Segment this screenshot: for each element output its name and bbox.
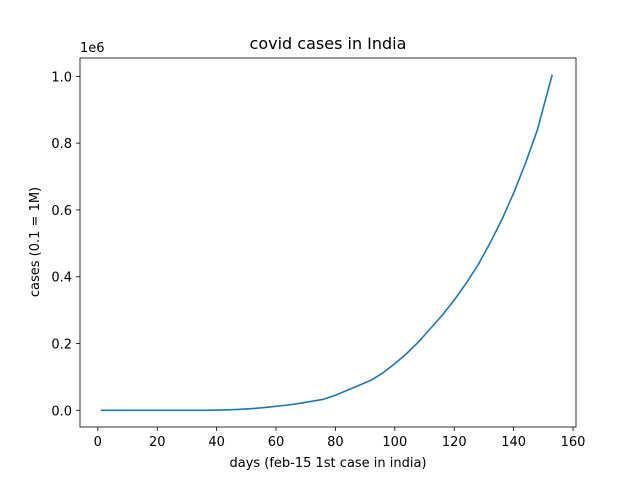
x-tick-label: 160 bbox=[561, 435, 586, 450]
x-tick-label: 20 bbox=[149, 435, 166, 450]
x-tick-label: 100 bbox=[382, 435, 407, 450]
y-axis-label: cases (0.1 = 1M) bbox=[28, 187, 43, 297]
x-tick-label: 40 bbox=[208, 435, 225, 450]
chart-title: covid cases in India bbox=[250, 34, 407, 53]
y-tick-label: 0.4 bbox=[51, 271, 72, 286]
series-line bbox=[100, 74, 553, 412]
x-tick-label: 60 bbox=[268, 435, 285, 450]
x-tick-label: 80 bbox=[327, 435, 344, 450]
y-tick-label: 0.0 bbox=[51, 404, 72, 419]
x-tick-label: 120 bbox=[442, 435, 467, 450]
x-tick-label: 140 bbox=[501, 435, 526, 450]
plot-area: 0 20 40 60 80 100 120 140 160 0.0 0.2 0.4 0.6 0.8 1.0 bbox=[51, 70, 585, 450]
y-tick-label: 1.0 bbox=[51, 70, 72, 85]
y-tick-label: 0.6 bbox=[51, 204, 72, 219]
x-axis-label: days (feb-15 1st case in india) bbox=[229, 456, 426, 471]
axes-frame bbox=[79, 57, 577, 428]
x-tick-label: 0 bbox=[94, 435, 102, 450]
y-tick-label: 0.2 bbox=[51, 338, 72, 353]
y-offset-text: 1e6 bbox=[80, 41, 105, 56]
y-tick-label: 0.8 bbox=[51, 137, 72, 152]
